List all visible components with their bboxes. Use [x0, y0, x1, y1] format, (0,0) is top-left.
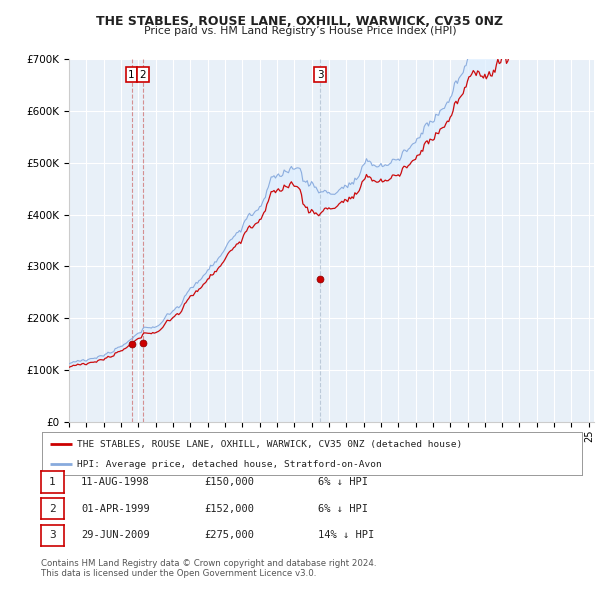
Text: 11-AUG-1998: 11-AUG-1998 — [81, 477, 150, 487]
Text: £152,000: £152,000 — [204, 504, 254, 513]
Text: 1: 1 — [49, 477, 56, 487]
Text: 3: 3 — [317, 70, 323, 80]
Text: 1: 1 — [128, 70, 135, 80]
Text: 01-APR-1999: 01-APR-1999 — [81, 504, 150, 513]
Text: HPI: Average price, detached house, Stratford-on-Avon: HPI: Average price, detached house, Stra… — [77, 460, 382, 469]
Text: Price paid vs. HM Land Registry’s House Price Index (HPI): Price paid vs. HM Land Registry’s House … — [143, 26, 457, 36]
Text: 14% ↓ HPI: 14% ↓ HPI — [318, 530, 374, 540]
Text: 29-JUN-2009: 29-JUN-2009 — [81, 530, 150, 540]
Text: 3: 3 — [49, 530, 56, 540]
Text: THE STABLES, ROUSE LANE, OXHILL, WARWICK, CV35 0NZ (detached house): THE STABLES, ROUSE LANE, OXHILL, WARWICK… — [77, 440, 463, 449]
Text: 2: 2 — [49, 504, 56, 513]
Text: 6% ↓ HPI: 6% ↓ HPI — [318, 504, 368, 513]
Text: 2: 2 — [139, 70, 146, 80]
Text: This data is licensed under the Open Government Licence v3.0.: This data is licensed under the Open Gov… — [41, 569, 316, 578]
Text: THE STABLES, ROUSE LANE, OXHILL, WARWICK, CV35 0NZ: THE STABLES, ROUSE LANE, OXHILL, WARWICK… — [97, 15, 503, 28]
Text: 6% ↓ HPI: 6% ↓ HPI — [318, 477, 368, 487]
Text: £275,000: £275,000 — [204, 530, 254, 540]
Text: £150,000: £150,000 — [204, 477, 254, 487]
Text: Contains HM Land Registry data © Crown copyright and database right 2024.: Contains HM Land Registry data © Crown c… — [41, 559, 376, 568]
